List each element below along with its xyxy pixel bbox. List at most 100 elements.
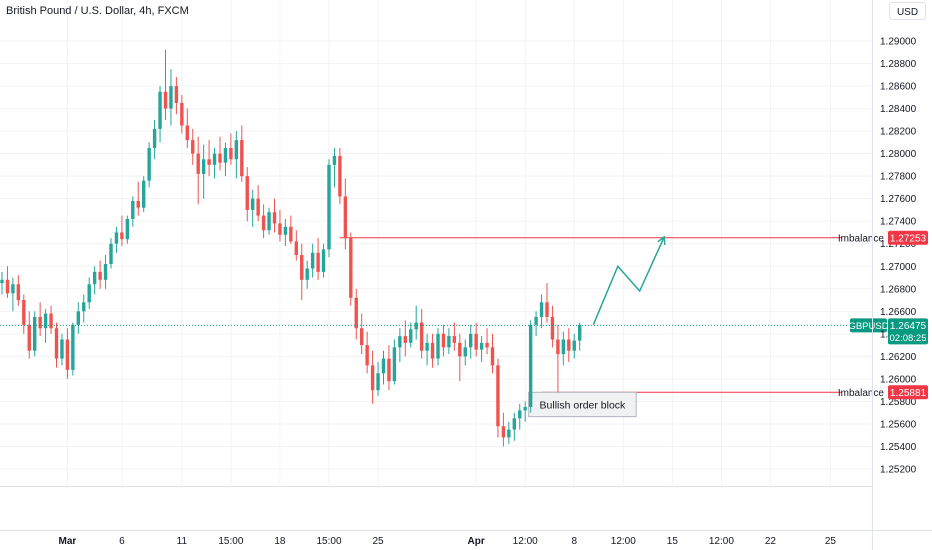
candle-body — [180, 102, 184, 126]
candle-body — [272, 212, 277, 224]
projection-line[interactable] — [592, 236, 665, 326]
candle — [22, 294, 26, 334]
price-tick-label: 1.28800 — [880, 59, 917, 70]
time-tick-label: 15 — [667, 536, 679, 547]
candle-body — [447, 336, 451, 348]
candle-body — [381, 358, 386, 374]
candle-body — [289, 226, 293, 242]
candle — [300, 243, 304, 301]
order-block-zone[interactable]: Bullish order block — [528, 391, 637, 418]
imbalance-label: Imbalance — [838, 388, 885, 399]
candle-body — [572, 340, 576, 351]
candle-body — [125, 218, 130, 240]
candle — [327, 159, 331, 258]
candle — [92, 266, 97, 295]
candle-body — [414, 322, 418, 330]
candle — [49, 305, 53, 334]
candle — [545, 283, 549, 323]
candle-body — [518, 410, 522, 419]
candle-body — [240, 140, 244, 177]
order-block-label: Bullish order block — [540, 399, 627, 411]
candle — [11, 277, 15, 312]
candle-body — [234, 140, 239, 160]
candle — [316, 238, 320, 280]
price-tick-label: 1.25800 — [880, 397, 917, 408]
candle — [425, 333, 429, 366]
candle-body — [310, 252, 315, 269]
candle-body — [370, 365, 375, 391]
candle-body — [212, 153, 217, 165]
candle — [419, 309, 424, 359]
price-tick-label: 1.28400 — [880, 104, 917, 115]
price-tick-label: 1.26800 — [880, 284, 917, 295]
candle — [196, 136, 200, 205]
candle — [131, 196, 135, 227]
projection-arrowhead[interactable] — [657, 235, 666, 246]
time-tick-label: 12:00 — [513, 536, 538, 547]
candle-body — [43, 313, 48, 329]
imbalance-price-value: 1.25881 — [890, 388, 927, 399]
price-tick-label: 1.28600 — [880, 82, 917, 93]
candle — [245, 167, 249, 222]
candle — [490, 333, 495, 374]
current-price-value: 1.26475 — [890, 321, 927, 332]
candle-body — [60, 339, 64, 359]
price-tick-label: 1.26000 — [880, 374, 917, 385]
candle — [485, 328, 489, 355]
candle — [54, 322, 59, 368]
candle-body — [201, 159, 206, 174]
candle-body — [501, 426, 506, 438]
candle-body — [142, 180, 146, 208]
candle — [185, 108, 189, 148]
current-price-badge — [888, 318, 928, 345]
candle — [343, 178, 348, 250]
candle-body — [409, 329, 413, 343]
candle-body — [539, 302, 544, 317]
candle-body — [354, 297, 358, 329]
candle-body — [441, 333, 446, 348]
price-tick-label: 1.26600 — [880, 307, 917, 318]
candle-body — [283, 226, 288, 235]
candle-body — [163, 91, 168, 109]
candle-body — [98, 271, 102, 280]
candle-body — [316, 252, 320, 272]
candle-body — [109, 243, 113, 265]
candle-body — [496, 365, 500, 427]
candle — [152, 119, 157, 160]
candle-body — [33, 316, 37, 351]
currency-button[interactable]: USD — [889, 2, 926, 20]
candle — [561, 331, 566, 366]
candle-body — [49, 313, 53, 329]
candle-body — [267, 212, 271, 231]
candle-body — [545, 302, 549, 317]
projection-path[interactable] — [592, 235, 666, 326]
candle — [169, 69, 173, 126]
currency-button-label[interactable]: USD — [897, 7, 918, 18]
candle — [463, 339, 467, 366]
time-axis[interactable]: Mar 6 11 15:00 18 15:00 25 Apr 12:00 8 12:00 15 12:0… — [59, 536, 837, 547]
time-tick-label: 12:00 — [611, 536, 636, 547]
candle-body — [87, 284, 91, 303]
order-block-rect[interactable] — [528, 391, 637, 418]
candle — [136, 181, 140, 216]
candle-body — [556, 339, 560, 355]
candle — [578, 322, 582, 351]
candle-body — [218, 153, 222, 163]
price-tick-label: 1.25400 — [880, 442, 917, 453]
candle — [550, 305, 555, 348]
candle-body — [131, 200, 135, 219]
candle — [0, 271, 4, 295]
time-tick-label: 15:00 — [316, 536, 341, 547]
candle — [447, 328, 451, 355]
chart-title: British Pound / U.S. Dollar, 4h, FXCM — [6, 5, 189, 17]
candle-body — [463, 347, 467, 357]
candle — [289, 215, 293, 244]
candle-body — [278, 223, 282, 235]
candle — [272, 198, 277, 233]
candle — [278, 209, 282, 242]
candle — [567, 328, 571, 362]
candle-body — [436, 333, 440, 359]
time-tick-label: 15:00 — [218, 536, 243, 547]
